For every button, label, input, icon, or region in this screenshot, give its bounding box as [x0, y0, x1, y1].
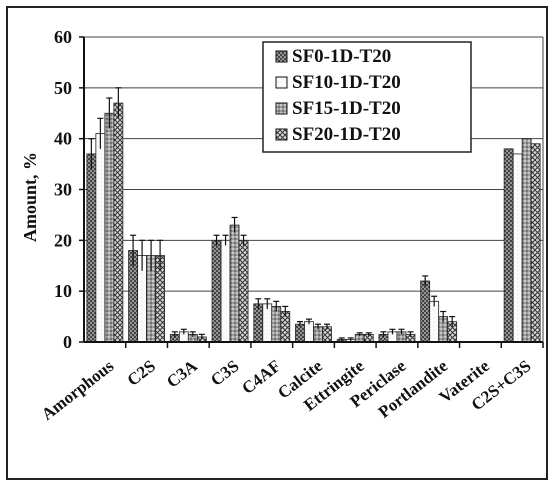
category-label: Amorphous: [38, 356, 118, 424]
legend-swatch: [275, 76, 288, 89]
y-tick-label: 0: [63, 332, 72, 352]
bar-SF15-1D-T20-Amorphous: [104, 112, 115, 343]
bar-SF15-1D-T20-C4AF: [271, 306, 282, 343]
y-tick-labels: 0 10 20 30 40 50 60: [54, 27, 84, 352]
bar-SF10-1D-T20-C4AF: [262, 303, 273, 343]
y-tick-label: 50: [54, 78, 72, 98]
bar-SF15-1D-T20-C3S: [229, 224, 240, 343]
bar-SF0-1D-T20-C2S+C3S: [503, 148, 514, 343]
category-label: C3A: [163, 356, 201, 392]
y-tick-label: 10: [54, 281, 72, 301]
legend-label: SF15-1D-T20: [292, 98, 401, 119]
legend-box: [262, 41, 472, 153]
bar-SF20-1D-T20-C3S: [238, 239, 249, 343]
legend-label: SF0-1D-T20: [292, 46, 391, 67]
bar-SF0-1D-T20-Calcite: [295, 323, 305, 343]
category-label: C2S: [124, 356, 160, 390]
category-labels: Amorphous C2S C3A C3SC4AFCalciteEttringiteP…: [38, 356, 535, 424]
legend-label: SF20-1D-T20: [292, 124, 401, 145]
y-tick-label: 60: [54, 27, 72, 47]
legend: SF0-1D-T20 SF10-1D-T20 SF15-1D-T20 SF20-1D-…: [262, 41, 472, 153]
y-tick-label: 20: [54, 230, 72, 250]
category-label: C3S: [207, 356, 243, 390]
bar-SF10-1D-T20-C2S+C3S: [512, 153, 523, 343]
y-tick-label: 30: [54, 180, 72, 200]
bar-SF10-1D-T20-Calcite: [304, 321, 314, 343]
bar-SF0-1D-T20-C4AF: [253, 303, 264, 343]
legend-swatch: [275, 102, 288, 115]
legend-swatch: [275, 50, 288, 63]
bar-SF15-1D-T20-C2S+C3S: [521, 138, 532, 343]
y-tick-label: 40: [54, 129, 72, 149]
bar-SF0-1D-T20-Portlandite: [420, 280, 431, 343]
bar-SF20-1D-T20-Amorphous: [113, 102, 124, 343]
bar-SF10-1D-T20-Amorphous: [95, 133, 106, 343]
legend-label: SF10-1D-T20: [292, 72, 401, 93]
bar-SF10-1D-T20-C3S: [220, 239, 231, 343]
bar-SF0-1D-T20-C3S: [211, 239, 222, 343]
legend-swatch: [275, 128, 288, 141]
bar-SF10-1D-T20-Portlandite: [429, 300, 440, 343]
bar-SF0-1D-T20-Amorphous: [86, 153, 97, 343]
bar-SF20-1D-T20-C2S+C3S: [530, 143, 541, 343]
y-axis-title: Amount, %: [20, 152, 40, 242]
